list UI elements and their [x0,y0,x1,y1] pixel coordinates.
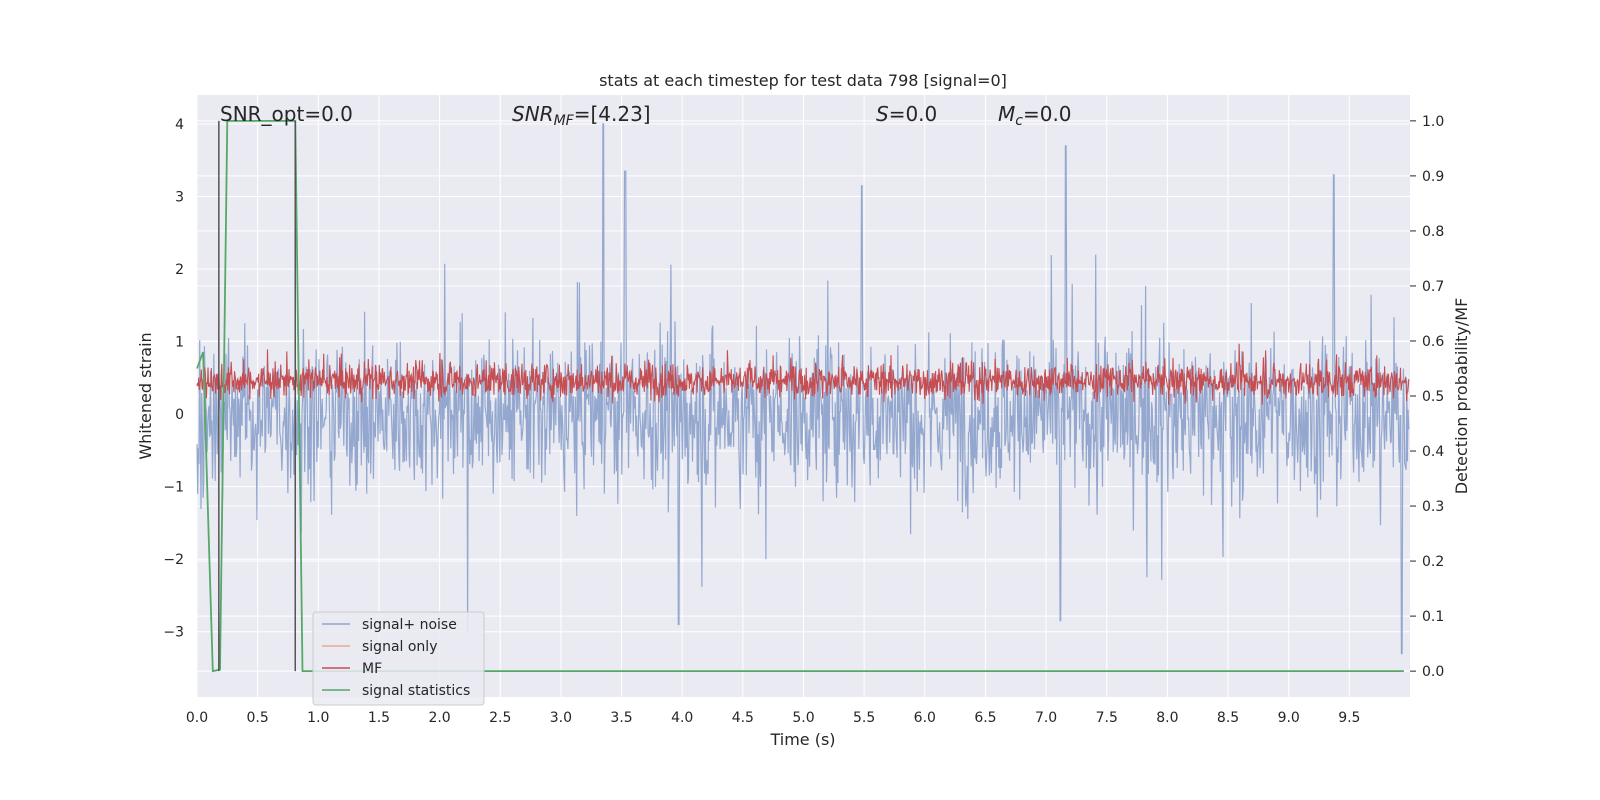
y-right-axis-label: Detection probability/MF [1452,298,1471,495]
y-right-tick-label: 0.3 [1422,499,1444,515]
annotation-snr-opt: SNR_opt=0.0 [220,102,353,126]
x-tick-label: 3.0 [550,710,572,726]
y-right-tick-label: 0.0 [1422,664,1444,680]
legend: signal+ noise signal only MF signal stat… [312,611,485,706]
x-tick-label: 3.5 [610,710,632,726]
y-left-tick-label: 3 [175,190,184,206]
signal-statistics-line [196,120,1404,673]
legend-label-signal-noise: signal+ noise [362,617,457,633]
x-tick-label: 2.5 [489,710,511,726]
y-right-tick-label: 0.8 [1422,224,1444,240]
x-tick-label: 4.5 [732,710,754,726]
x-tick-label: 7.5 [1096,710,1118,726]
x-tick-label: 8.5 [1217,710,1239,726]
x-tick-label: 5.0 [792,710,814,726]
mf-line [196,343,1410,405]
mc-subscript: c [1015,113,1023,129]
x-tick-label: 9.5 [1338,710,1360,726]
x-axis-label: Time (s) [769,730,835,749]
x-tick-label: 1.5 [368,710,390,726]
x-tick-label: 0.5 [247,710,269,726]
vertical-markers [218,120,297,672]
y-right-tick-label: 0.4 [1422,444,1444,460]
y-right-tick-label: 0.7 [1422,279,1444,295]
legend-label-mf: MF [362,661,382,677]
mc-label: M [998,102,1015,126]
legend-label-signal-statistics: signal statistics [362,683,470,699]
y-right-tick-label: 0.5 [1422,389,1444,405]
annotation-mc: Mc=0.0 [998,102,1072,129]
y-left-tick-label: −3 [163,625,184,641]
snr-mf-label: SNR [512,102,554,126]
y-left-tick-label: 2 [175,262,184,278]
y-left-tick-label: 0 [175,407,184,423]
s-label: S [876,102,889,126]
y-left-axis-ticks: 4 3 2 1 0 −1 −2 −3 [163,117,184,641]
mc-value: =0.0 [1023,102,1072,126]
snr-mf-value: =[4.23] [574,102,651,126]
s-value: =0.0 [889,102,938,126]
y-right-tick-label: 0.2 [1422,554,1444,570]
x-tick-label: 1.0 [307,710,329,726]
y-left-tick-label: −2 [163,552,184,568]
x-tick-label: 6.5 [974,710,996,726]
x-tick-label: 9.0 [1278,710,1300,726]
y-left-tick-label: −1 [163,480,184,496]
x-tick-label: 6.0 [914,710,936,726]
y-right-tick-label: 1.0 [1422,114,1444,130]
x-tick-label: 7.0 [1035,710,1057,726]
x-tick-label: 2.0 [428,710,450,726]
x-tick-label: 0.0 [186,710,208,726]
legend-box [312,611,485,706]
annotation-s: S=0.0 [876,102,937,126]
x-axis-ticks: 0.0 0.5 1.0 1.5 2.0 2.5 3.0 3.5 4.0 4.5 5.0 5.5 6.0 6… [186,710,1361,726]
y-left-tick-label: 4 [175,117,184,133]
signal-statistics-series [196,120,1404,673]
x-tick-label: 8.0 [1156,710,1178,726]
y-left-axis-label: Whitened strain [136,332,155,459]
y-left-tick-label: 1 [175,335,184,351]
x-tick-label: 5.5 [853,710,875,726]
y-right-tick-label: 0.6 [1422,334,1444,350]
x-tick-label: 4.0 [671,710,693,726]
snr-mf-subscript: MF [554,113,575,129]
legend-label-signal-only: signal only [362,639,437,655]
chart-title: stats at each timestep for test data 798… [599,71,1007,90]
mf-series [196,343,1410,405]
y-right-axis-ticks: 1.0 0.9 0.8 0.7 0.6 0.5 0.4 0.3 0.2 0.1 0.0 [1410,114,1444,680]
y-right-tick-label: 0.1 [1422,609,1444,625]
annotation-snr-mf: SNRMF=[4.23] [512,102,651,129]
y-right-tick-label: 0.9 [1422,169,1444,185]
